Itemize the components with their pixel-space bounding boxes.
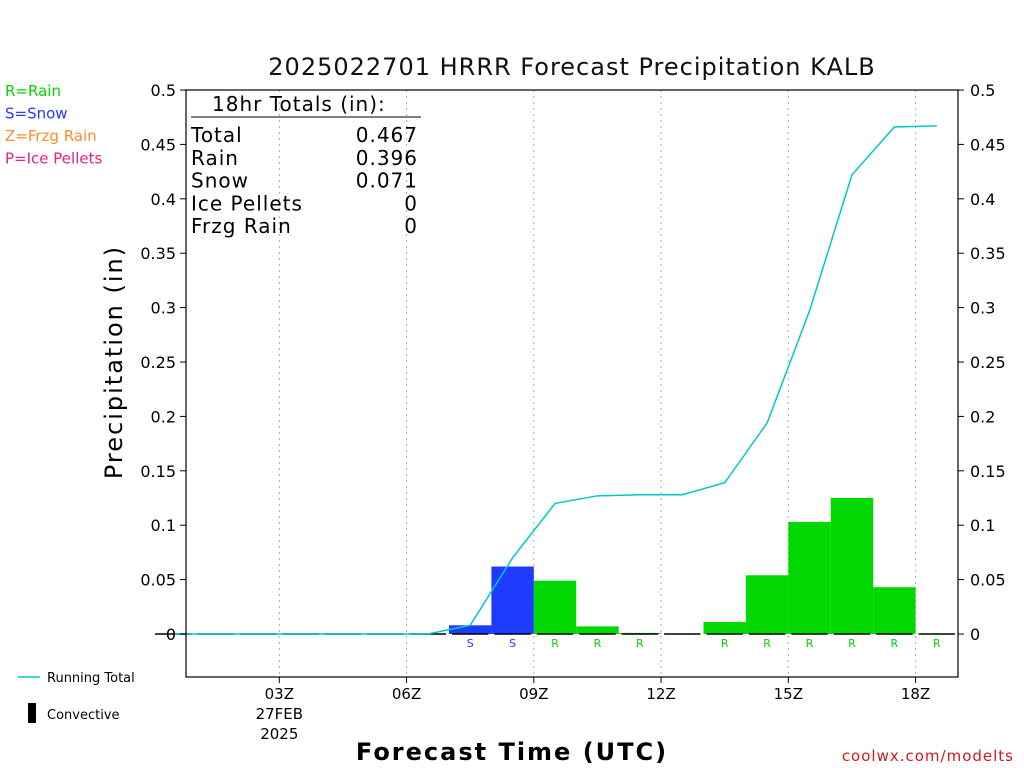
totals-row-label: Snow [191,169,249,193]
bars [448,498,916,634]
precip-bar [448,625,492,634]
convective-swatch [28,703,36,723]
y-tick-label: 0.25 [140,353,176,372]
precip-bar [491,566,534,634]
totals-row-label: Total [190,123,243,147]
type-legend-item: P=Ice Pellets [5,150,102,168]
y-tick-label: 0.3 [151,299,176,318]
y-axis-right: 0 0.05 0.1 0.15 0.2 0.25 0.3 0.35 0.4 0.45 0.5 [958,81,1006,644]
y-tick-label: 0.4 [151,190,176,209]
type-legend-item: R=Rain [5,82,61,100]
y-tick-label: 0.1 [151,516,176,535]
y-tick-label: 0.1 [970,516,995,535]
y-tick-label: 0.5 [970,81,995,100]
x-tick-label: 15Z [774,685,803,703]
y-tick-label: 0.35 [140,244,176,263]
precip-bar [703,622,746,634]
convective-legend-label: Convective [47,708,120,723]
running-total-line [173,125,937,635]
totals-rows: Total 0.467 Rain 0.396 Snow 0.071 Ice Pellets 0… [190,123,418,238]
y-tick-label: 0.2 [151,407,176,426]
y-tick-label: 0.25 [970,353,1006,372]
totals-row-label: Frzg Rain [191,214,292,238]
precip-type-label: R [636,637,644,650]
precip-bar [576,626,619,634]
y-tick-label: 0.45 [140,135,176,154]
type-legend: R=Rain S=Snow Z=Frzg Rain P=Ice Pellets [5,82,102,168]
y-tick-label: 0.15 [970,462,1006,481]
x-tick-label: 06Z [392,685,421,703]
y-tick-label: 0.3 [970,299,995,318]
y-tick-label: 0 [970,625,980,644]
x-tick-label: 12Z [646,685,675,703]
running-total-legend-label: Running Total [47,671,135,686]
y-tick-label: 0.45 [970,135,1006,154]
totals-row-value: 0 [404,191,418,215]
precip-type-label: R [848,637,856,650]
y-axis-label: Precipitation (in) [100,245,128,479]
credit-text: coolwx.com/modelts [842,747,1014,765]
precip-type-label: R [721,637,729,650]
x-tick-year: 2025 [260,725,298,743]
precip-bar [788,521,831,634]
y-tick-label: 0.2 [970,407,995,426]
bottom-legend: Running Total Convective [18,671,135,723]
y-tick-label: 0 [166,625,176,644]
precip-bar [873,587,916,634]
y-tick-label: 0.4 [970,190,995,209]
y-tick-label: 0.05 [970,571,1006,590]
precip-bar [533,580,577,634]
precip-type-label: R [551,637,559,650]
totals-row-value: 0.396 [356,146,418,170]
precip-type-label: S [467,637,474,650]
precip-type-label: R [891,637,899,650]
gridlines [278,90,917,677]
y-tick-label: 0.35 [970,244,1006,263]
x-tick-label: 09Z [519,685,548,703]
type-legend-item: S=Snow [5,105,68,123]
precip-bar [745,575,789,634]
plot-frame [185,89,959,678]
x-tick-date: 27FEB [256,705,303,723]
x-axis: 03Z 27FEB 2025 06Z 09Z 12Z 15Z 18Z [256,677,930,743]
precip-type-label: R [806,637,814,650]
precip-type-label: S [509,637,516,650]
x-tick-label: 18Z [901,685,930,703]
totals-row-value: 0.071 [356,169,418,193]
x-tick-label: 03Z [265,685,294,703]
totals-row-label: Rain [191,146,239,170]
totals-row-value: 0.467 [356,123,418,147]
precip-type-label: R [594,637,602,650]
precip-type-label: R [763,637,771,650]
y-tick-label: 0.15 [140,462,176,481]
y-tick-label: 0.05 [140,571,176,590]
precip-type-label: R [933,637,941,650]
precip-bar [830,498,874,634]
type-legend-item: Z=Frzg Rain [5,127,97,145]
y-axis-left: 0 0.05 0.1 0.15 0.2 0.25 0.3 0.35 0.4 0.45 0.5 [140,81,186,644]
x-axis-label: Forecast Time (UTC) [356,738,668,766]
y-tick-label: 0.5 [151,81,176,100]
chart-title: 2025022701 HRRR Forecast Precipitation K… [268,53,875,81]
totals-header: 18hr Totals (in): [212,92,386,116]
totals-row-label: Ice Pellets [191,191,303,215]
totals-row-value: 0 [404,214,418,238]
totals-box: 18hr Totals (in): Total 0.467 Rain 0.396 Sno… [190,92,421,238]
